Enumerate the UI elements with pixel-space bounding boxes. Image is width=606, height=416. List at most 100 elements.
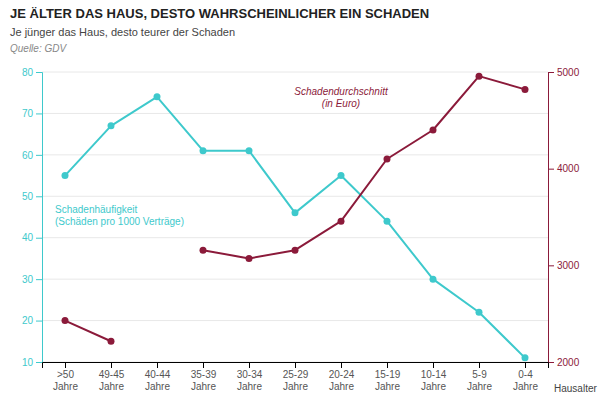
- tick: 3000: [548, 260, 580, 271]
- point: [430, 127, 437, 134]
- tick-label-line: Jahre: [421, 381, 446, 392]
- tick: 20: [22, 315, 42, 326]
- grid: [42, 72, 548, 362]
- point: [338, 172, 345, 179]
- grid-line: [42, 113, 548, 114]
- tick: 0-4Jahre: [513, 362, 538, 392]
- title: JE ÄLTER DAS HAUS, DESTO WAHRSCHEINLICHE…: [10, 6, 429, 21]
- tick-label: >50Jahre: [53, 369, 78, 392]
- point: [384, 156, 391, 163]
- axis: 1020304050607080: [22, 67, 43, 368]
- point: [292, 209, 299, 216]
- tick-label: 50: [22, 191, 34, 202]
- point: [384, 218, 391, 225]
- grid-line: [42, 279, 548, 280]
- tick: 50: [22, 191, 42, 202]
- axis: >50Jahre49-45Jahre40-44Jahre35-39Jahre30…: [43, 362, 549, 392]
- tick-label-line: Jahre: [237, 381, 262, 392]
- tick-mark: [36, 238, 42, 239]
- tick: 25-29Jahre: [283, 362, 309, 392]
- series-label-line: (Schäden pro 1000 Verträge): [55, 216, 184, 227]
- tick-label: 30: [22, 274, 34, 285]
- grid-line: [42, 72, 548, 73]
- point: [200, 247, 207, 254]
- tick-mark: [548, 169, 554, 170]
- tick-label-line: 5-9: [472, 369, 487, 380]
- tick: 40: [22, 232, 42, 243]
- tick-label-line: Jahre: [145, 381, 170, 392]
- point: [154, 93, 161, 100]
- tick-mark: [36, 362, 42, 363]
- tick: 20-24Jahre: [329, 362, 355, 392]
- tick-label: 3000: [557, 260, 580, 271]
- tick-label: 15-19Jahre: [375, 369, 401, 392]
- point: [246, 147, 253, 154]
- annotation: Quelle: GDV: [10, 43, 67, 54]
- tick: 60: [22, 150, 42, 161]
- tick-label-line: >50: [57, 369, 74, 380]
- tick-label-line: 40-44: [145, 369, 171, 380]
- tick: 35-39Jahre: [191, 362, 217, 392]
- tick-label: 5-9Jahre: [467, 369, 492, 392]
- tick-label: 10: [22, 357, 34, 368]
- point: [200, 147, 207, 154]
- tick-label-line: Jahre: [329, 381, 354, 392]
- tick-label-line: 10-14: [421, 369, 447, 380]
- tick-label-line: Jahre: [99, 381, 124, 392]
- series-label: Schadendurchschnitt(in Euro): [294, 86, 389, 109]
- point: [108, 338, 115, 345]
- axis-title: Hausalter: [554, 383, 597, 394]
- tick-label: 40: [22, 232, 34, 243]
- tick-label: 4000: [557, 163, 580, 174]
- grid-line: [42, 237, 548, 238]
- tick-label-line: Jahre: [375, 381, 400, 392]
- point: [246, 255, 253, 262]
- tick-label-line: Jahre: [513, 381, 538, 392]
- axis-domain: [43, 363, 549, 369]
- tick-label: 40-44Jahre: [145, 369, 171, 392]
- tick-mark: [36, 113, 42, 114]
- tick-mark: [249, 362, 250, 368]
- grid-line: [42, 196, 548, 197]
- tick: 4000: [548, 163, 580, 174]
- tick-label-line: Jahre: [53, 381, 78, 392]
- axis-domain: [549, 73, 555, 363]
- tick-mark: [295, 362, 296, 368]
- tick-mark: [433, 362, 434, 368]
- point: [476, 309, 483, 316]
- tick-label-line: 15-19: [375, 369, 401, 380]
- tick-mark: [341, 362, 342, 368]
- tick: 49-45Jahre: [99, 362, 125, 392]
- point: [338, 218, 345, 225]
- point: [292, 247, 299, 254]
- tick-label-line: 49-45: [99, 369, 125, 380]
- tick-mark: [479, 362, 480, 368]
- tick-mark: [525, 362, 526, 368]
- tick: 2000: [548, 357, 580, 368]
- tick: 10: [22, 357, 42, 368]
- tick-label: 10-14Jahre: [421, 369, 447, 392]
- tick: 5-9Jahre: [467, 362, 492, 392]
- tick-label: 20: [22, 315, 34, 326]
- subtitle: Je jünger das Haus, desto teurer der Sch…: [10, 26, 235, 38]
- tick-label-line: 25-29: [283, 369, 309, 380]
- tick-mark: [36, 279, 42, 280]
- tick: 15-19Jahre: [375, 362, 401, 392]
- tick-label-line: Jahre: [283, 381, 308, 392]
- tick: 5000: [548, 67, 580, 78]
- tick-label: 25-29Jahre: [283, 369, 309, 392]
- tick-mark: [36, 196, 42, 197]
- tick-mark: [65, 362, 66, 368]
- point: [522, 354, 529, 361]
- point: [62, 317, 69, 324]
- tick: 40-44Jahre: [145, 362, 171, 392]
- tick-label: 2000: [557, 357, 580, 368]
- tick-mark: [36, 72, 42, 73]
- tick-label-line: 35-39: [191, 369, 217, 380]
- series-label-line: Schadenhäufigkeit: [55, 204, 138, 215]
- tick-mark: [36, 155, 42, 156]
- tick-mark: [203, 362, 204, 368]
- tick-label: 70: [22, 108, 34, 119]
- tick: >50Jahre: [53, 362, 78, 392]
- point: [522, 86, 529, 93]
